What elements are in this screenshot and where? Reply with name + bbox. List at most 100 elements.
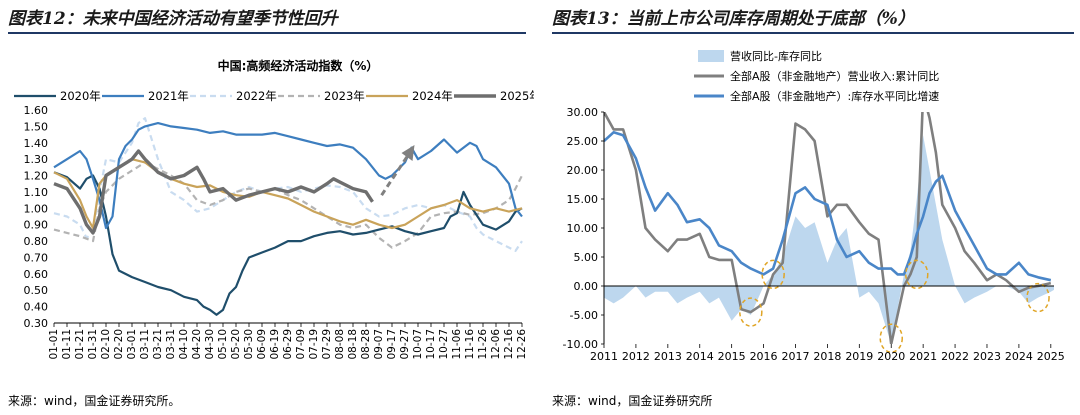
x-tick-label: 01-11 [61, 329, 73, 360]
right-chart: 营收同比-库存同比全部A股（非金融地产）营业收入:累计同比全部A股（非金融地产）… [563, 49, 1065, 363]
legend-label-2: 2022年 [236, 89, 277, 103]
x-tick-label: 01-21 [74, 329, 86, 360]
y-tick-label: 0.50 [24, 284, 49, 297]
x-tick-label: 04-10 [178, 329, 190, 360]
highlight-circle [879, 323, 903, 353]
x-tick-label: 11-16 [464, 329, 476, 360]
x-tick-label: 01-31 [87, 329, 99, 360]
legend-label-0: 营收同比-库存同比 [730, 49, 822, 63]
y-tick-label: 15.00 [567, 193, 599, 206]
trend-arrow-head [401, 144, 415, 161]
series-line-2020年 [53, 171, 523, 316]
x-tick-label: 05-10 [217, 329, 229, 360]
x-tick-label: 04-30 [204, 329, 216, 360]
x-tick-label: 12-26 [516, 329, 528, 360]
x-tick-label: 2015 [718, 350, 746, 363]
y-tick-label: 0.00 [574, 280, 599, 293]
series-line-2022年 [53, 117, 523, 252]
right-panel-title: 图表13：当前上市公司库存周期处于底部（%） [552, 9, 915, 29]
y-tick-label: 0.90 [24, 219, 49, 232]
x-tick-label: 07-09 [295, 329, 307, 360]
legend-label-1: 2021年 [148, 89, 189, 103]
y-tick-label: 1.50 [24, 120, 49, 133]
highlight-circle [905, 259, 929, 290]
y-tick-label: -10.00 [563, 338, 598, 351]
y-tick-label: 0.60 [24, 268, 49, 281]
x-tick-label: 01-01 [48, 329, 60, 360]
left-chart: 中国:高频经济活动指数（%） 2020年 2021年 2022年 2023年 2024年 2… [14, 58, 534, 360]
legend-label-2: 全部A股（非金融地产）:库存水平同比增速 [730, 89, 939, 103]
x-tick-label: 09-17 [386, 329, 398, 360]
x-tick-label: 2019 [845, 350, 873, 363]
x-tick-label: 2023 [973, 350, 1001, 363]
plot-area [604, 112, 1054, 344]
highlight-circle [739, 297, 763, 327]
y-tick-label: 1.40 [24, 137, 49, 150]
x-tick-label: 2012 [622, 350, 650, 363]
left-panel-title: 图表12：未来中国经济活动有望季节性回升 [8, 9, 338, 29]
y-tick-label: 5.00 [574, 251, 599, 264]
x-tick-label: 2024 [1005, 350, 1033, 363]
y-tick-label: 30.00 [567, 106, 599, 119]
x-tick-label: 2021 [909, 350, 937, 363]
y-tick-label: -5.00 [570, 309, 598, 322]
x-tick-label: 08-18 [347, 329, 359, 360]
series-line-2024年 [53, 158, 523, 230]
x-tick-label: 09-27 [399, 329, 411, 360]
x-tick-label: 08-28 [360, 329, 372, 360]
x-tick-label: 07-19 [308, 329, 320, 360]
trend-arrow-line [380, 155, 409, 197]
x-tick-label: 06-09 [256, 329, 268, 360]
left-source: 来源：wind，国金证券研究所。 [8, 394, 181, 408]
x-tick-label: 03-31 [165, 329, 177, 360]
x-tick-label: 09-07 [373, 329, 385, 360]
x-tick-label: 03-21 [152, 329, 164, 360]
series-line-inventory [604, 131, 1052, 282]
left-title-rule [8, 32, 526, 34]
x-tick-label: 05-30 [243, 329, 255, 360]
highlight-circle [1026, 282, 1050, 313]
x-tick-label: 2017 [781, 350, 809, 363]
x-tick-label: 2020 [877, 350, 905, 363]
x-tick-label: 2022 [941, 350, 969, 363]
legend-label-4: 2024年 [412, 89, 453, 103]
series-line-2021年 [53, 122, 523, 230]
x-tick-label: 10-07 [412, 329, 424, 360]
x-tick-label: 11-26 [477, 329, 489, 360]
legend-label-3: 2023年 [324, 89, 365, 103]
x-tick-label: 03-11 [139, 329, 151, 360]
y-tick-label: 0.30 [24, 317, 49, 330]
x-tick-label: 03-01 [126, 329, 138, 360]
x-tick-label: 11-06 [451, 329, 463, 360]
y-tick-label: 0.70 [24, 251, 49, 264]
x-tick-label: 2025 [1037, 350, 1065, 363]
x-tick-label: 2016 [750, 350, 778, 363]
x-tick-label: 08-08 [334, 329, 346, 360]
area-revenue-minus-inventory [604, 135, 1054, 344]
x-tick-label: 05-20 [230, 329, 242, 360]
legend-label-5: 2025年 [500, 89, 534, 103]
x-tick-label: 06-29 [282, 329, 294, 360]
y-tick-label: 1.30 [24, 153, 49, 166]
legend-label-0: 2020年 [60, 89, 101, 103]
series-line-2023年 [53, 161, 523, 249]
x-tick-label: 2013 [654, 350, 682, 363]
legend-swatch-0 [698, 50, 724, 62]
y-tick-label: 0.40 [24, 301, 49, 314]
y-tick-label: 1.10 [24, 186, 49, 199]
chart-title: 中国:高频经济活动指数（%） [218, 58, 379, 73]
x-tick-label: 06-19 [269, 329, 281, 360]
x-tick-label: 2011 [590, 350, 618, 363]
x-tick-label: 02-10 [100, 329, 112, 360]
y-tick-label: 20.00 [567, 164, 599, 177]
series-line-revenue [604, 112, 1052, 344]
series-line-2025年 [53, 149, 374, 235]
x-tick-label: 12-16 [503, 329, 515, 360]
x-tick-label: 10-17 [425, 329, 437, 360]
y-tick-label: 1.60 [24, 104, 49, 117]
y-tick-label: 1.20 [24, 170, 49, 183]
y-tick-label: 0.80 [24, 235, 49, 248]
y-tick-label: 25.00 [567, 135, 599, 148]
y-tick-label: 10.00 [567, 222, 599, 235]
x-tick-label: 07-29 [321, 329, 333, 360]
